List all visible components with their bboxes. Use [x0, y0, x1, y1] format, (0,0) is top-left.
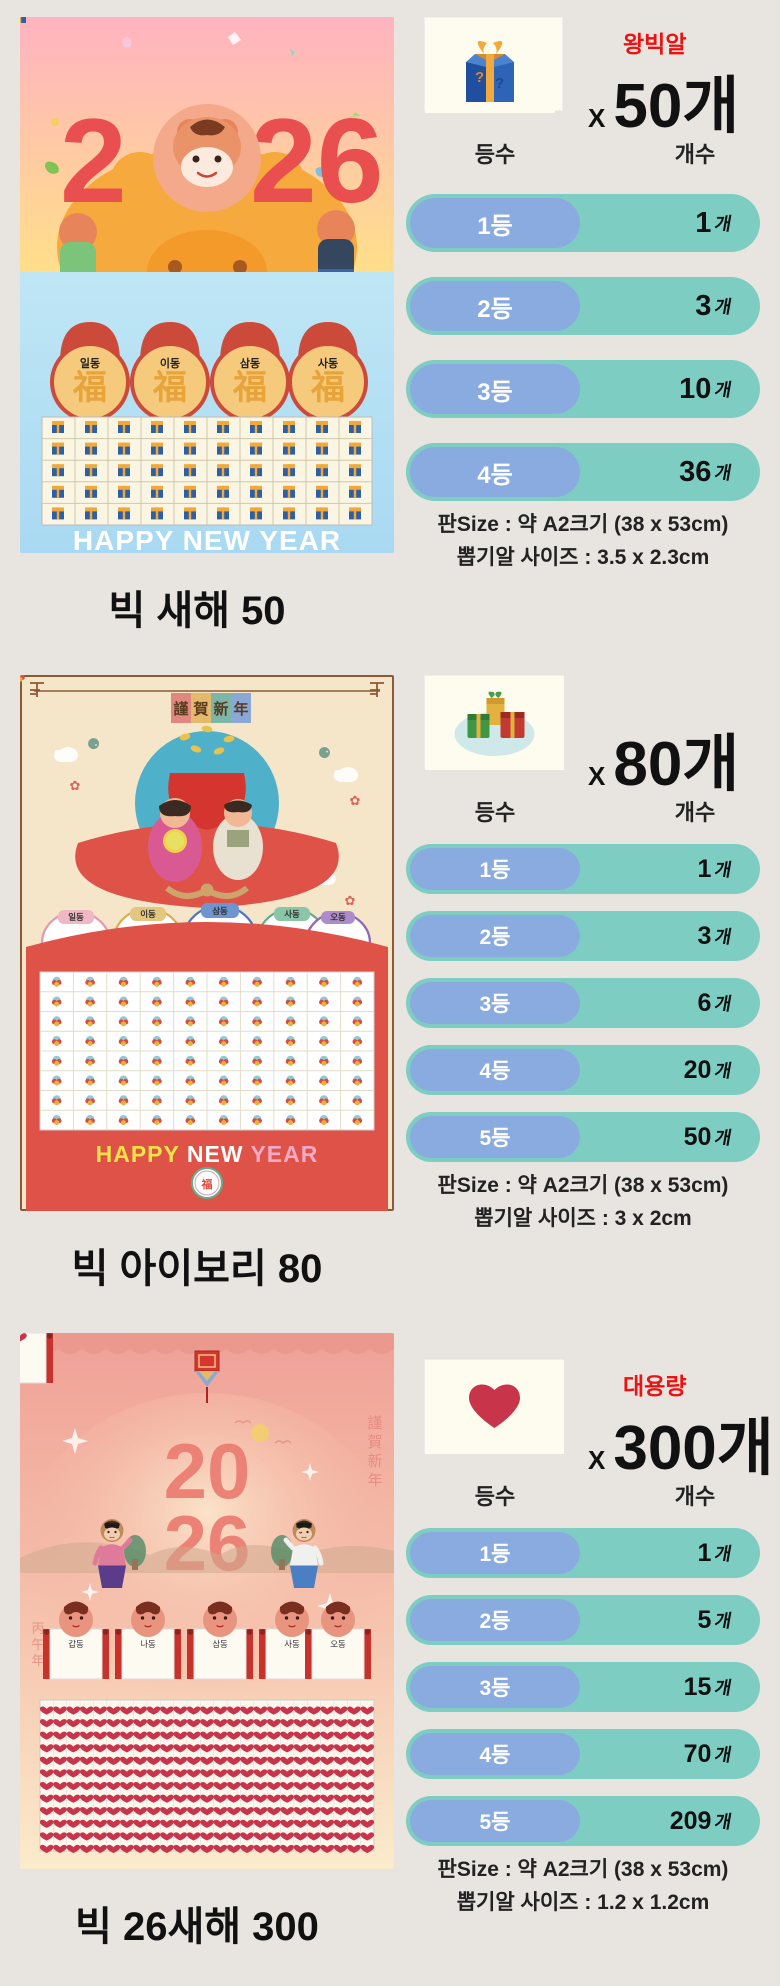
- svg-text:福: 福: [201, 1177, 213, 1191]
- svg-text:福: 福: [152, 369, 187, 407]
- svg-text:福: 福: [232, 369, 267, 407]
- svg-text:午: 午: [31, 1637, 44, 1652]
- svg-text:26: 26: [164, 1499, 251, 1587]
- svg-text:이동: 이동: [160, 356, 180, 370]
- svg-text:이동: 이동: [140, 909, 156, 919]
- svg-text:오동: 오동: [330, 912, 346, 922]
- svg-text:年: 年: [233, 700, 248, 718]
- svg-text:賀: 賀: [192, 700, 208, 718]
- svg-text:26: 26: [250, 94, 383, 228]
- svg-text:賀: 賀: [367, 1434, 382, 1451]
- svg-text:?: ?: [475, 69, 484, 86]
- svg-text:삼동: 삼동: [212, 1639, 228, 1649]
- svg-text:일동: 일동: [68, 912, 84, 922]
- svg-text:✿: ✿: [350, 793, 361, 808]
- svg-text:福: 福: [72, 369, 107, 407]
- svg-text:사동: 사동: [284, 909, 300, 919]
- svg-text:福: 福: [310, 369, 345, 407]
- svg-text:사동: 사동: [318, 356, 338, 370]
- svg-text:年: 年: [367, 1472, 382, 1489]
- svg-text:삼동: 삼동: [240, 356, 260, 370]
- svg-text:일동: 일동: [80, 356, 100, 370]
- svg-text:오동: 오동: [330, 1639, 346, 1649]
- svg-text:✿: ✿: [70, 778, 81, 793]
- svg-text:年: 年: [31, 1653, 44, 1668]
- svg-text:丙: 丙: [31, 1621, 44, 1636]
- svg-text:HAPPY NEW YEAR: HAPPY NEW YEAR: [73, 525, 341, 553]
- svg-text:新: 新: [367, 1453, 382, 1470]
- svg-text:갑동: 갑동: [68, 1639, 84, 1649]
- svg-text:나동: 나동: [140, 1639, 156, 1649]
- svg-text:삼동: 삼동: [212, 906, 228, 916]
- svg-text:HAPPY NEW YEAR: HAPPY NEW YEAR: [96, 1141, 319, 1167]
- svg-text:사동: 사동: [284, 1639, 300, 1649]
- svg-text:2: 2: [60, 94, 127, 228]
- svg-text:謹: 謹: [173, 700, 188, 718]
- svg-text:新: 新: [213, 700, 228, 718]
- svg-text:✿: ✿: [345, 893, 356, 908]
- svg-text:謹: 謹: [367, 1414, 382, 1432]
- svg-text:?: ?: [495, 75, 504, 92]
